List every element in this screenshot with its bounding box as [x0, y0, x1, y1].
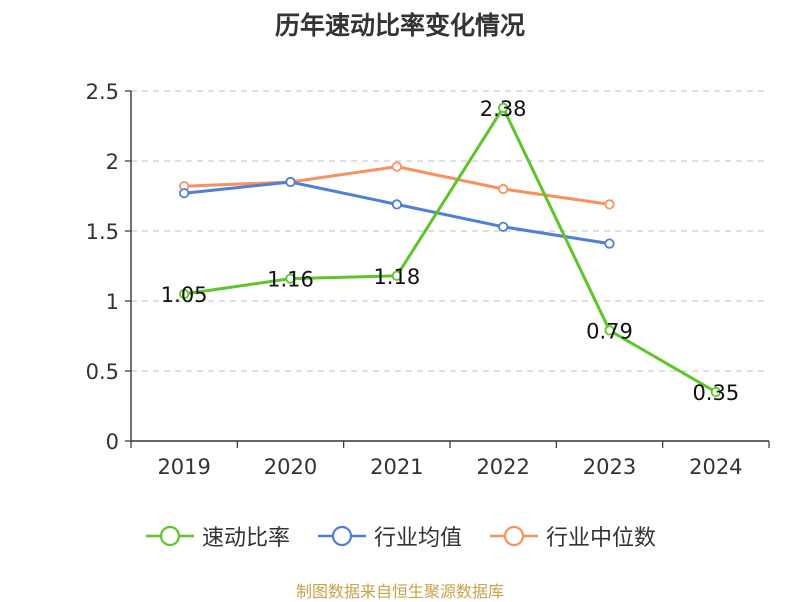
data-label: 1.16 [267, 268, 314, 292]
data-label: 1.18 [373, 265, 420, 289]
data-point [179, 188, 190, 199]
x-tick-label: 2022 [476, 455, 529, 479]
legend-swatch-marker [503, 525, 525, 547]
legend-swatch [490, 525, 538, 547]
data-point [604, 199, 615, 210]
data-point [498, 221, 509, 232]
chart-title: 历年速动比率变化情况 [274, 11, 525, 40]
data-label: 1.05 [161, 283, 208, 307]
series-line [184, 180, 610, 246]
data-point [285, 176, 296, 188]
y-tick-label: 2.5 [86, 80, 119, 104]
x-tick-label: 2020 [264, 455, 317, 479]
y-tick-label: 0 [106, 430, 119, 454]
axes: 0 0.5 1 1.5 2 2.5 2019 2020 2021 2022 2023 2024 [86, 80, 770, 479]
data-label: 0.35 [692, 381, 739, 405]
legend-swatch [145, 525, 194, 547]
x-tick-label: 2024 [689, 455, 742, 479]
data-point [604, 238, 615, 249]
data-point [710, 386, 721, 398]
legend-item[interactable]: 行业均值 [316, 520, 462, 552]
series-lines [179, 102, 721, 398]
legend: 速动比率 行业均值 行业中位数 [0, 520, 800, 552]
data-point [391, 161, 402, 172]
x-tick-label: 2021 [370, 455, 423, 479]
x-tick-label: 2023 [583, 455, 636, 479]
y-tick-label: 2 [106, 150, 119, 174]
y-tick-label: 1.5 [86, 220, 119, 244]
grid-lines [131, 90, 769, 372]
legend-item[interactable]: 速动比率 [144, 520, 290, 552]
data-point [179, 288, 190, 300]
legend-swatch-marker [331, 525, 353, 547]
data-point [285, 273, 296, 284]
legend-swatch [317, 525, 366, 547]
legend-swatch-marker [159, 525, 181, 547]
legend-label: 速动比率 [201, 526, 290, 551]
source-note: 制图数据来自恒生聚源数据库 [295, 582, 504, 601]
data-point [391, 270, 402, 281]
series-line [183, 106, 717, 394]
data-point [604, 325, 615, 336]
data-labels: 1.05 1.16 1.18 2.38 0.79 0.35 [161, 97, 739, 405]
legend-label: 行业均值 [373, 526, 462, 551]
data-label: 0.79 [586, 319, 633, 343]
legend-label: 行业中位数 [546, 526, 657, 551]
data-point [391, 199, 402, 210]
data-point [498, 183, 509, 195]
y-tick-label: 1 [106, 290, 119, 314]
legend-item[interactable]: 行业中位数 [488, 520, 656, 552]
x-tick-label: 2019 [157, 455, 210, 479]
y-tick-label: 0.5 [86, 360, 119, 384]
data-point [498, 102, 509, 113]
data-label: 2.38 [480, 97, 527, 121]
